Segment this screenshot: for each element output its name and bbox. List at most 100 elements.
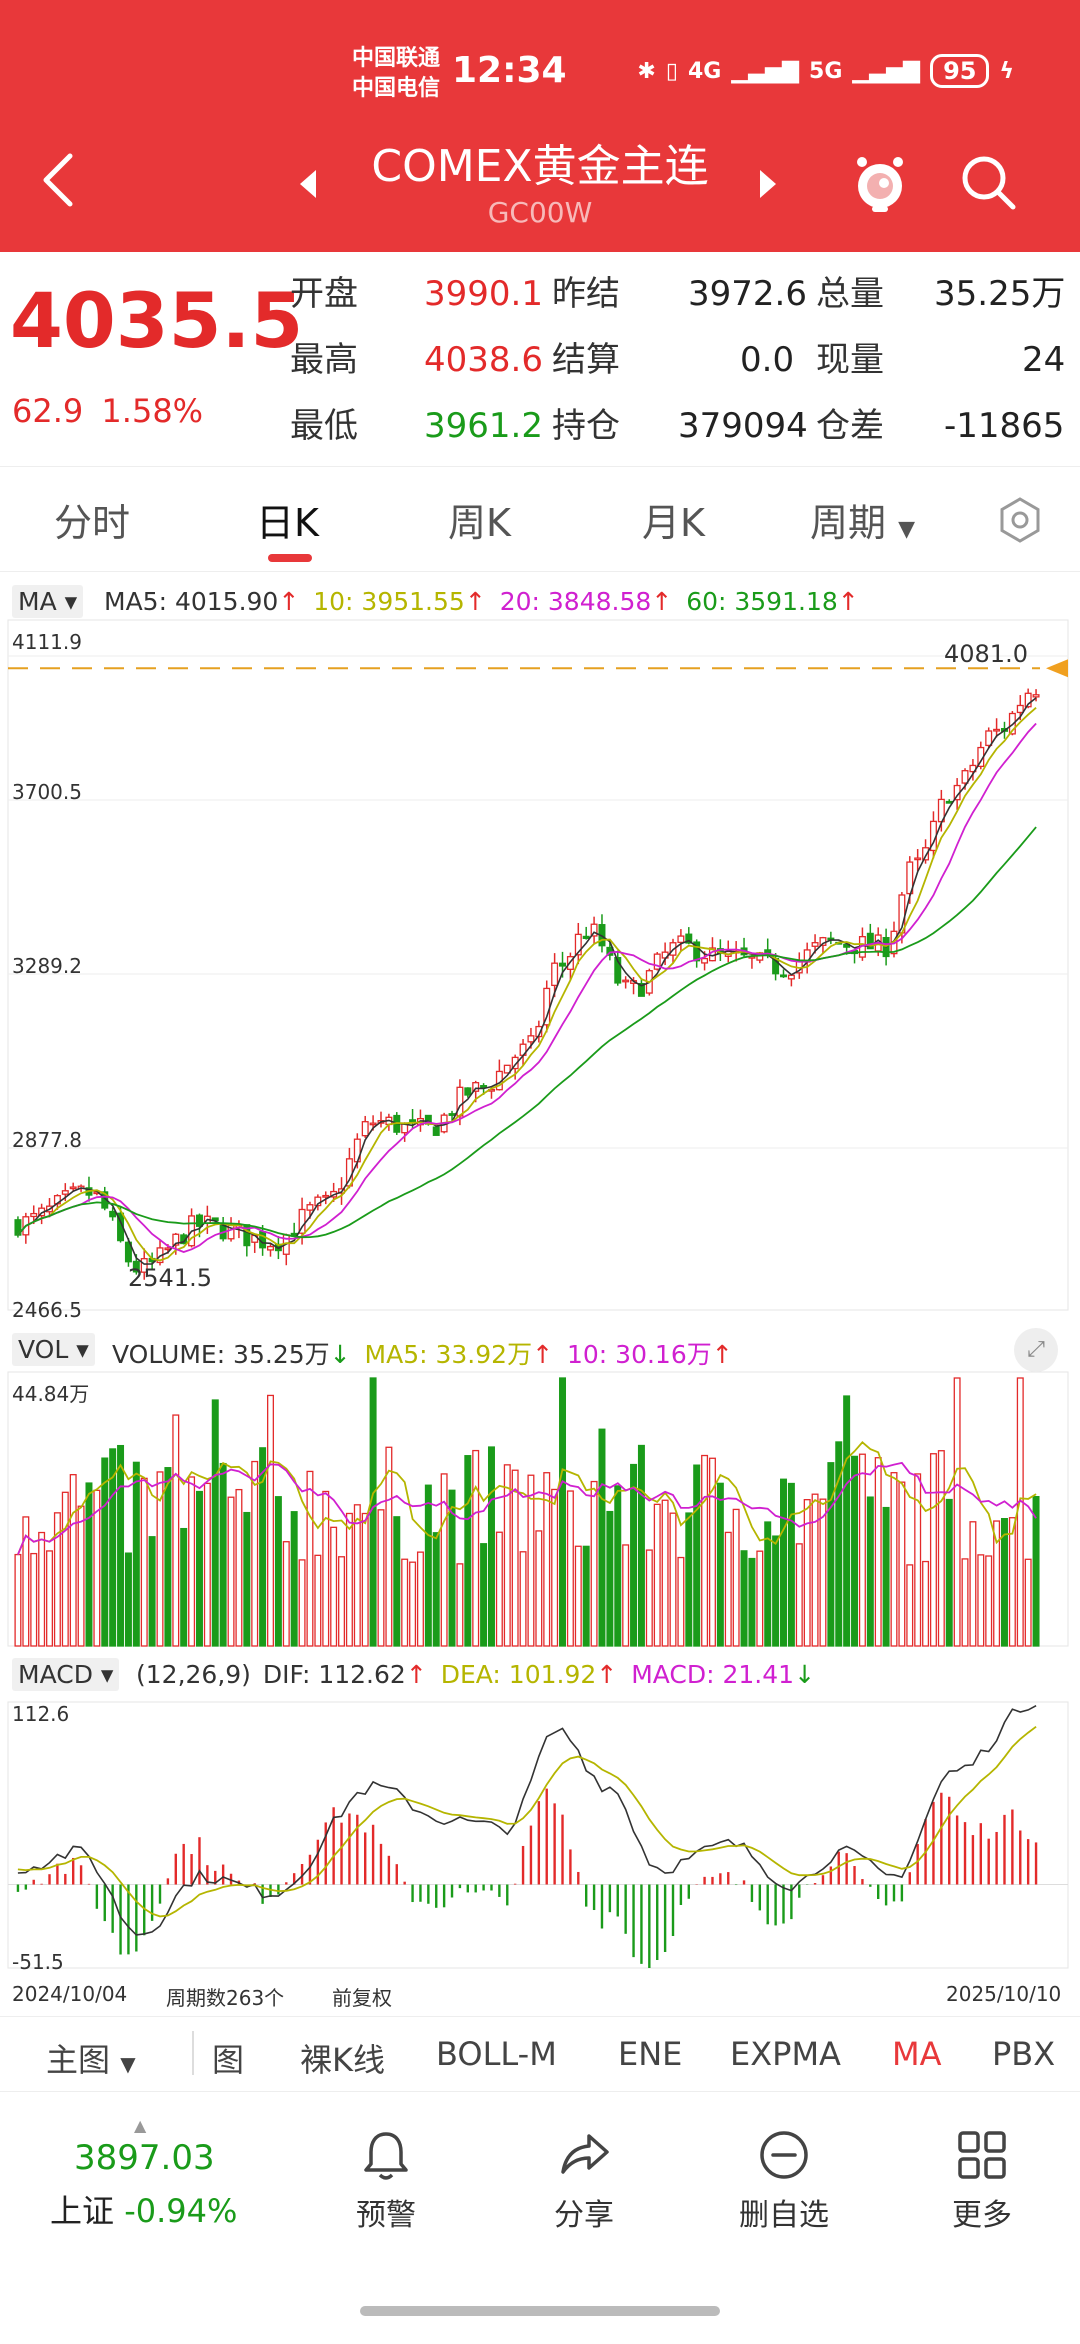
change-value: 62.9 [12, 392, 84, 430]
price-axis-top: 4111.9 [12, 630, 82, 654]
volume-bar [30, 1552, 38, 1647]
indicator-expma[interactable]: EXPMA [730, 2035, 841, 2073]
candle-body [685, 933, 693, 944]
alert-label: 预警 [356, 2198, 416, 2233]
candle-body [61, 1190, 69, 1195]
next-contract-arrow[interactable] [760, 170, 776, 198]
tab-daily-k[interactable]: 日K [256, 501, 319, 545]
signal-bars-icon: ▁▃▅▇ [731, 58, 800, 84]
volume-bar [361, 1512, 369, 1647]
ma5-legend: MA5: 4015.90 [104, 587, 279, 616]
candle-body [259, 1231, 267, 1249]
share-icon [561, 2134, 609, 2174]
divider [192, 2031, 194, 2075]
settings-hexagon-icon[interactable] [996, 496, 1044, 544]
tab-period-label: 周期 [810, 501, 887, 545]
kline-chart[interactable] [0, 575, 1080, 2015]
carrier-1: 中国联通 [352, 46, 441, 71]
candle-body [543, 987, 551, 1026]
sh-index-label: 上证 [50, 2192, 115, 2230]
indicator-pbx[interactable]: PBX [992, 2035, 1056, 2073]
tab-weekly-k[interactable]: 周K [448, 501, 511, 545]
indicator-image[interactable]: 图 [212, 2041, 245, 2079]
volume-bar [724, 1531, 732, 1647]
quote-panel: 4035.5 62.9 1.58% 开盘 3990.1 昨结 3972.6 总量… [0, 252, 1080, 467]
assistant-mascot-icon[interactable] [848, 150, 912, 214]
remove-watchlist-button[interactable]: 删自选 [714, 2128, 854, 2234]
open-label: 开盘 [290, 274, 358, 314]
search-icon[interactable] [958, 152, 1018, 212]
tab-intraday[interactable]: 分时 [54, 501, 131, 545]
volume-bar [914, 1473, 922, 1647]
volume-bar [251, 1460, 259, 1647]
candle-body [551, 962, 559, 987]
volume-bar [740, 1550, 748, 1647]
price-axis-bottom: 2466.5 [12, 1298, 82, 1322]
candle-body [574, 933, 582, 956]
more-button[interactable]: 更多 [912, 2128, 1052, 2234]
main-chart-select[interactable]: 主图 ▼ [46, 2035, 136, 2081]
volume-bar [211, 1399, 219, 1647]
last-price: 4035.5 [10, 276, 304, 365]
candle-body [322, 1194, 330, 1198]
indicator-ma[interactable]: MA [892, 2035, 942, 2073]
volume-bar [124, 1552, 132, 1647]
volume-bar [448, 1489, 456, 1647]
candle-body [140, 1258, 148, 1273]
tab-period[interactable]: 周期 ▼ [810, 492, 915, 547]
cur-vol-label: 现量 [816, 340, 884, 380]
macd-indicator-tag[interactable]: MACD ▾ [12, 1658, 120, 1691]
price-gridlines [7, 619, 1069, 1311]
tab-monthly-k[interactable]: 月K [642, 501, 705, 545]
volume-bar [827, 1462, 835, 1647]
alert-button[interactable]: 预警 [316, 2128, 456, 2234]
volume-bar [874, 1457, 882, 1647]
volume-bar [456, 1563, 464, 1647]
sh-index-value[interactable]: 3897.03 [74, 2138, 215, 2178]
volume-bar [298, 1559, 306, 1647]
volume-bar [69, 1474, 77, 1647]
low-mark-label: 2541.5 [128, 1264, 212, 1292]
volume-bar [1024, 1558, 1032, 1647]
volume-bar [495, 1531, 503, 1647]
volume-bar [819, 1498, 827, 1647]
candle-body [559, 962, 567, 967]
volume-bar [322, 1490, 330, 1647]
adjust-mode[interactable]: 前复权 [332, 1986, 392, 2010]
indicator-bare-k[interactable]: 裸K线 [300, 2041, 385, 2079]
expand-icon[interactable]: ⤢ [1014, 1328, 1058, 1372]
sh-index[interactable]: 上证 -0.94% [50, 2186, 237, 2232]
vol-indicator-tag[interactable]: VOL ▾ [12, 1333, 95, 1366]
start-date: 2024/10/04 [12, 1982, 128, 2006]
vol-legend: VOLUME: 35.25万↓ MA5: 33.92万↑ 10: 30.16万↑ [112, 1340, 733, 1369]
volume-bar [882, 1506, 890, 1647]
indicator-boll[interactable]: BOLL-M [436, 2035, 557, 2073]
share-button[interactable]: 分享 [514, 2128, 654, 2234]
candle-body [511, 1056, 519, 1070]
candle-body [132, 1260, 140, 1273]
candle-body [780, 974, 787, 978]
home-indicator[interactable] [360, 2306, 720, 2316]
end-date: 2025/10/10 [946, 1982, 1062, 2006]
volume-bar [140, 1477, 148, 1647]
open-value: 3990.1 [424, 274, 543, 314]
settle-label: 结算 [552, 340, 620, 380]
volume-bar [708, 1457, 716, 1647]
volume-bar [290, 1511, 298, 1647]
volume-bar [1008, 1517, 1016, 1647]
candle-body [677, 935, 685, 944]
dif-line [17, 1704, 1037, 1936]
ma-indicator-tag[interactable]: MA ▾ [12, 585, 84, 618]
high-label: 最高 [290, 340, 358, 380]
indicator-bar: 主图 ▼ 图 裸K线 BOLL-M ENE EXPMA MA PBX [0, 2016, 1080, 2092]
status-icons: ✱ ▯ 4G ▁▃▅▇ 5G ▁▃▅▇ 95 ϟ [637, 54, 1014, 88]
prev-contract-arrow[interactable] [300, 170, 316, 198]
vol-ma5-legend: MA5: 33.92万 [364, 1340, 533, 1369]
carrier-2: 中国电信 [352, 76, 441, 101]
grid-icon [958, 2131, 1006, 2179]
back-icon[interactable] [38, 150, 78, 210]
indicator-ene[interactable]: ENE [618, 2035, 683, 2073]
status-time: 12:34 [452, 50, 567, 91]
volume-bar [653, 1503, 661, 1647]
share-label: 分享 [554, 2198, 614, 2233]
